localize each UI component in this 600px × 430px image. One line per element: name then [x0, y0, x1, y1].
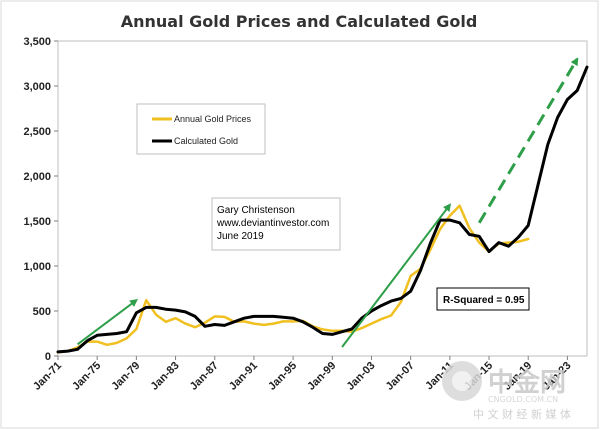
chart-title: Annual Gold Prices and Calculated Gold	[121, 12, 478, 31]
legend-label-calculated-gold: Calculated Gold	[174, 136, 238, 146]
author-date: June 2019	[217, 231, 264, 242]
y-tick-label: 3,500	[23, 36, 51, 48]
y-tick-label: 2,000	[23, 171, 51, 183]
author-note: Gary Christenson www.deviantinvestor.com…	[212, 198, 340, 250]
x-tick-label: Jan-75	[70, 360, 103, 393]
x-tick-label: Jan-07	[384, 360, 417, 393]
y-tick-label: 3,000	[23, 81, 51, 93]
chart-canvas: Annual Gold Prices and Calculated Gold 0…	[0, 0, 600, 430]
x-tick-label: Jan-71	[31, 360, 64, 393]
trend-arrow-3	[479, 59, 577, 223]
x-tick-label: Jan-03	[344, 360, 377, 393]
x-tick-label: Jan-99	[305, 360, 338, 393]
watermark-sub-text: 中 文 财 经 新 媒 体	[473, 407, 571, 421]
legend-label-annual-gold-prices: Annual Gold Prices	[174, 114, 252, 124]
y-tick-label: 500	[33, 306, 51, 318]
x-tick-label: Jan-87	[188, 360, 221, 393]
r-squared-label: R-Squared = 0.95	[443, 295, 525, 306]
legend: Annual Gold Prices Calculated Gold	[137, 104, 265, 154]
author-website: www.deviantinvestor.com	[216, 218, 329, 229]
y-tick-label: 2,500	[23, 126, 51, 138]
r-squared-note: R-Squared = 0.95	[437, 288, 529, 310]
x-tick-label: Jan-83	[149, 360, 182, 393]
watermark-main-text: 中金网	[488, 367, 566, 398]
y-tick-label: 0	[45, 351, 51, 363]
watermark-logo-inner-icon	[452, 371, 472, 391]
y-tick-label: 1,000	[23, 261, 51, 273]
y-tick-label: 1,500	[23, 216, 51, 228]
trend-arrow-2	[342, 205, 450, 347]
x-tick-label: Jan-79	[109, 360, 142, 393]
watermark: 中金网 CNGOLD.COM.CN 中 文 财 经 新 媒 体	[442, 361, 571, 421]
legend-box	[137, 104, 265, 154]
author-name: Gary Christenson	[217, 205, 295, 216]
watermark-url-text: CNGOLD.COM.CN	[488, 395, 558, 404]
x-tick-label: Jan-95	[266, 360, 299, 393]
x-tick-label: Jan-91	[227, 360, 260, 393]
y-axis: 0 500 1,000 1,500 2,000 2,500 3,000 3,500	[23, 36, 58, 363]
